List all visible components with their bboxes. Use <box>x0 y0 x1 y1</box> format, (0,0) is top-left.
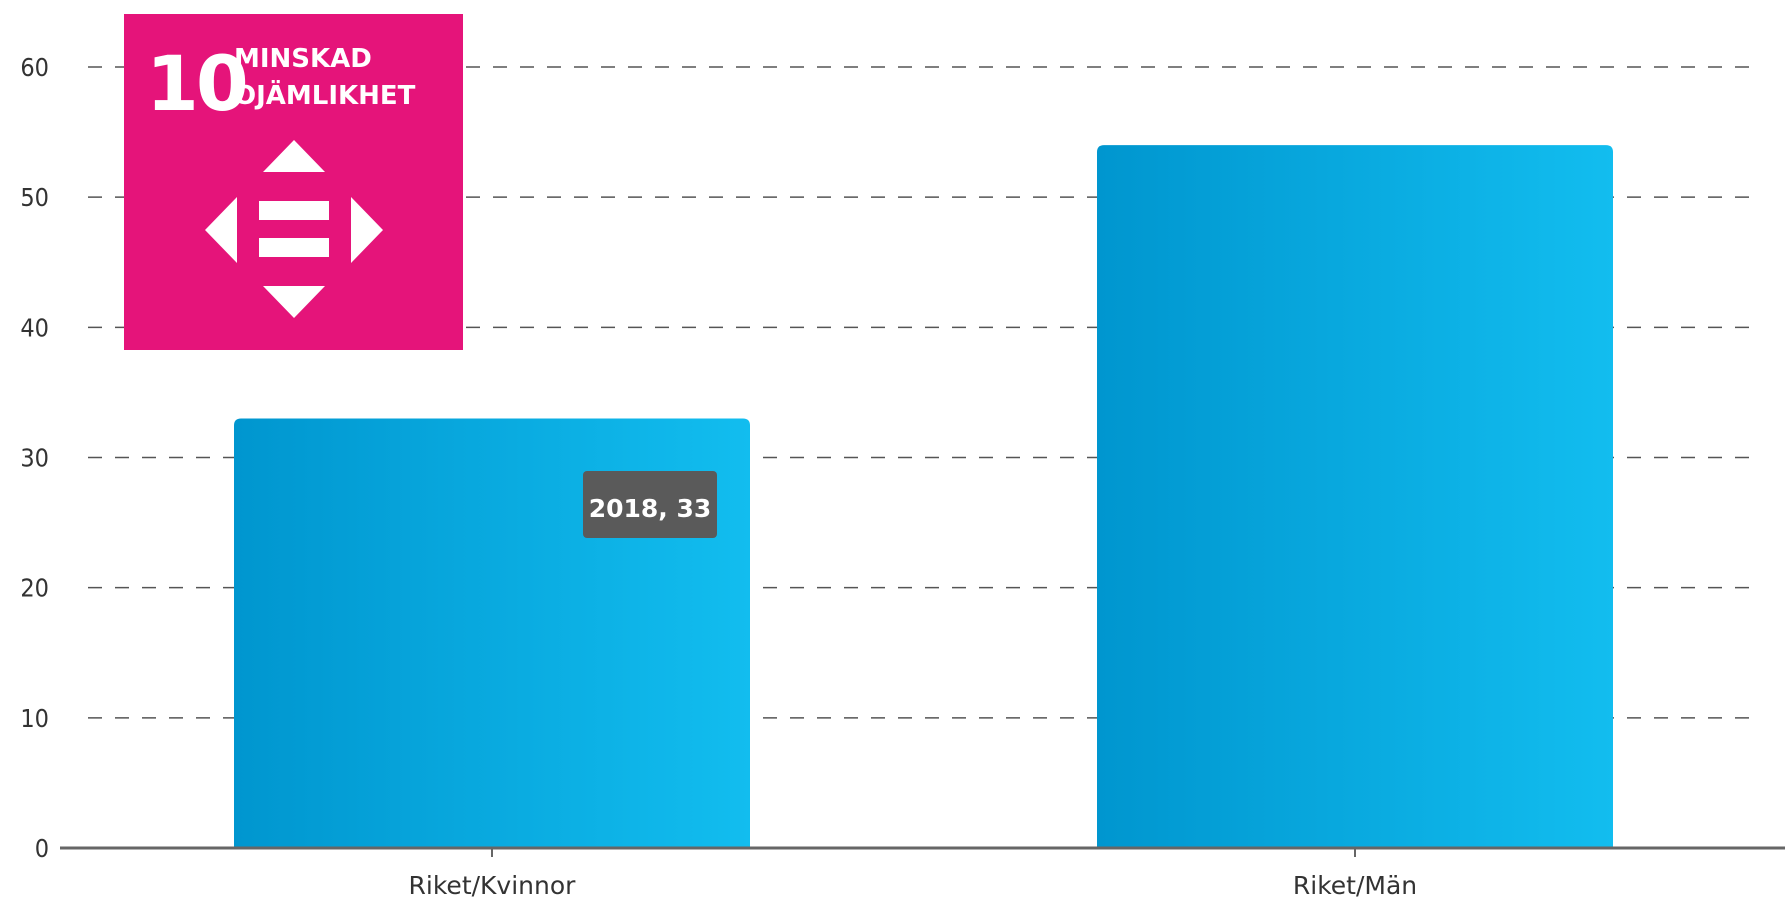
y-tick-label: 30 <box>20 444 49 473</box>
logo-title-line2: OJÄMLIKHET <box>234 79 416 111</box>
x-axis-labels: Riket/Kvinnor Riket/Män <box>409 871 1418 900</box>
y-tick-label: 50 <box>20 183 49 212</box>
y-tick-label: 20 <box>20 574 49 603</box>
tooltip-text: 2018, 33 <box>589 494 712 523</box>
y-tick-label: 0 <box>35 834 49 863</box>
logo-number: 10 <box>146 39 246 128</box>
logo-title-line1: MINSKAD <box>234 44 372 74</box>
tooltip: 2018, 33 <box>583 471 717 538</box>
y-tick-label: 60 <box>20 53 49 82</box>
y-axis-ticks: 0 10 20 30 40 50 60 <box>20 53 49 863</box>
x-tick-label: Riket/Män <box>1293 871 1417 900</box>
equality-arrows-icon <box>205 140 383 318</box>
bar-riket-män[interactable] <box>1097 145 1613 849</box>
y-tick-label: 10 <box>20 704 49 733</box>
x-tick-label: Riket/Kvinnor <box>409 871 577 900</box>
bars <box>234 145 1613 849</box>
y-tick-label: 40 <box>20 313 49 342</box>
sdg-goal-logo: 10 MINSKAD OJÄMLIKHET <box>124 14 463 350</box>
x-axis <box>60 846 1785 857</box>
tooltip-background <box>583 471 717 538</box>
